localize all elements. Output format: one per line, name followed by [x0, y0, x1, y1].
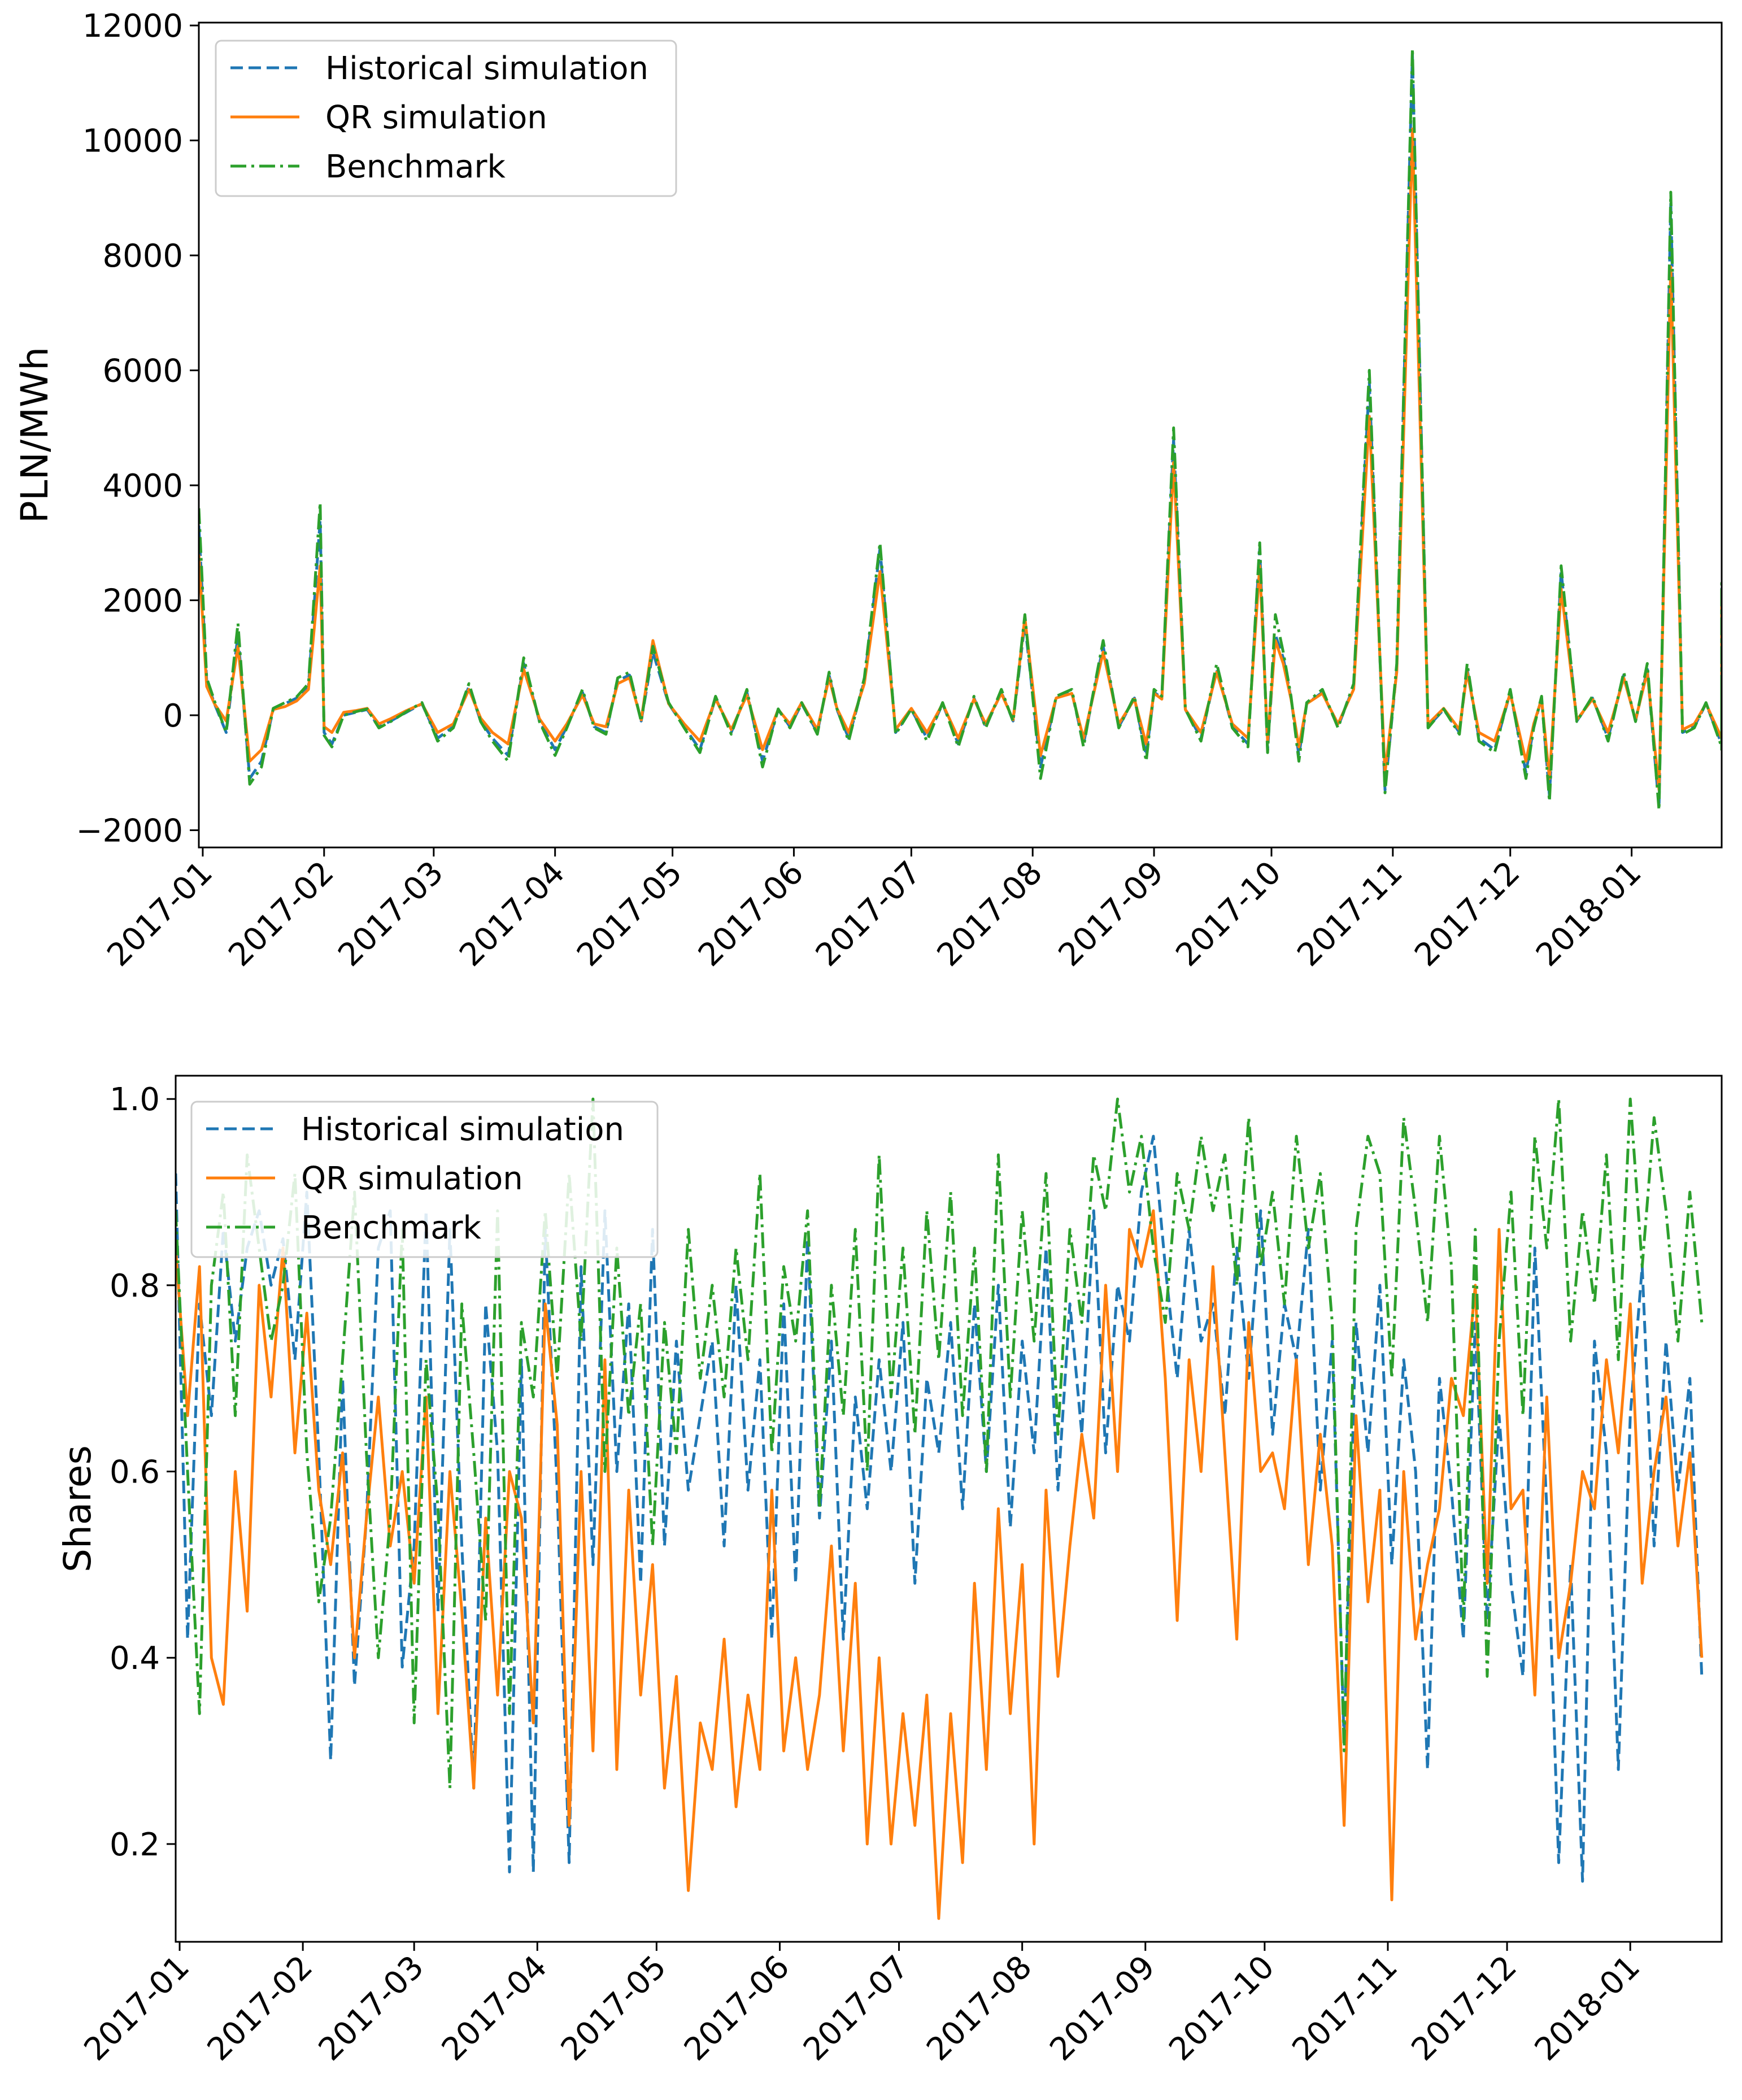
top-y-tick-label: −2000	[76, 812, 183, 849]
bottom-legend-box	[190, 1101, 659, 1258]
top-y-tick-label: 6000	[102, 353, 183, 390]
top-y-tick-label: 0	[163, 698, 183, 734]
top-legend-box	[215, 40, 677, 197]
bottom-legend-label-benchmark: Benchmark	[301, 1210, 482, 1246]
top-chart-y-axis: −2000 0 2000 4000 6000 8000 10000 12000	[76, 8, 199, 849]
bottom-legend-label-historical-simulation: Historical simulation	[301, 1111, 624, 1148]
top-y-tick-label: 2000	[102, 583, 183, 620]
top-y-tick-label: 8000	[102, 238, 183, 275]
bottom-y-tick-label: 0.8	[110, 1268, 160, 1305]
top-series-benchmark	[199, 47, 1722, 812]
bottom-chart-y-axis-label: Shares	[56, 1445, 99, 1572]
bottom-series-benchmark	[176, 1097, 1704, 1790]
bottom-y-tick-label: 0.6	[110, 1454, 160, 1491]
bottom-chart-axes-frame	[175, 1075, 1723, 1943]
top-chart-y-axis-label: PLN/MWh	[13, 347, 56, 523]
bottom-y-tick-label: 0.2	[110, 1827, 160, 1863]
bottom-series-historical-simulation	[176, 1134, 1704, 1883]
top-chart-legend: Historical simulation QR simulation Benchm…	[215, 40, 677, 197]
bottom-y-tick-label: 0.4	[110, 1640, 160, 1677]
top-chart-series	[199, 47, 1722, 812]
top-chart-axes-frame	[198, 21, 1723, 849]
top-legend-label-benchmark: Benchmark	[325, 149, 506, 185]
bottom-series-qr-simulation	[176, 1209, 1704, 1920]
bottom-legend-label-qr-simulation: QR simulation	[301, 1160, 523, 1197]
bottom-chart-series	[176, 1097, 1704, 1920]
bottom-chart-y-axis: 0.2 0.4 0.6 0.8 1.0	[110, 1081, 176, 1863]
bottom-y-tick-label: 1.0	[110, 1081, 160, 1118]
top-y-tick-label: 12000	[82, 8, 183, 45]
top-series-qr-simulation	[199, 127, 1722, 792]
bottom-chart-legend: Historical simulation QR simulation Benchm…	[190, 1101, 659, 1258]
top-legend-label-qr-simulation: QR simulation	[325, 99, 547, 136]
top-legend-label-historical-simulation: Historical simulation	[325, 50, 648, 87]
top-y-tick-label: 10000	[82, 123, 183, 160]
top-y-tick-label: 4000	[102, 468, 183, 505]
